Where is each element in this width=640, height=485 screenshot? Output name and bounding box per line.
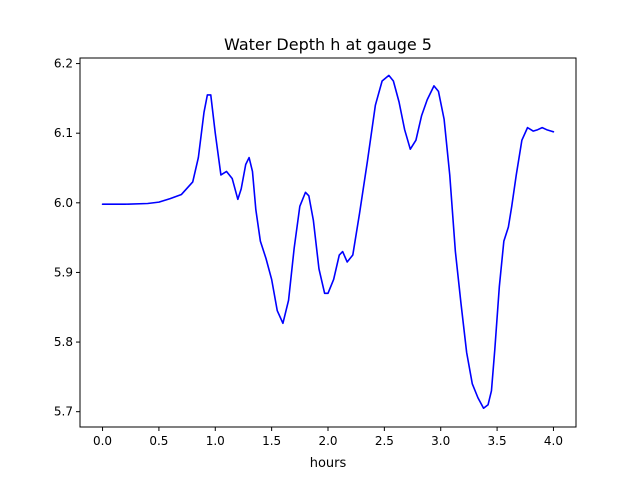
- series-line-0: [101, 74, 555, 410]
- x-tick-label: 0.5: [149, 434, 168, 448]
- y-tick-label: 6.0: [54, 196, 73, 210]
- y-tick-label: 6.1: [54, 126, 73, 140]
- x-tick-label: 0.0: [93, 434, 112, 448]
- x-tick-label: 3.0: [431, 434, 450, 448]
- axes-frame: [79, 57, 577, 428]
- x-tick-label: 1.5: [262, 434, 281, 448]
- x-tick-label: 2.5: [375, 434, 394, 448]
- x-axis: 0.0 0.5 1.0 1.5 2.0 2.5 3.0 3.5 4.0: [93, 427, 563, 448]
- x-tick-label: 2.0: [318, 434, 337, 448]
- y-tick-label: 6.2: [54, 57, 73, 71]
- x-tick-label: 1.0: [206, 434, 225, 448]
- y-tick-label: 5.9: [54, 265, 73, 279]
- y-tick-label: 5.8: [54, 335, 73, 349]
- plot-area: [79, 57, 577, 428]
- chart-title: Water Depth h at gauge 5: [224, 35, 432, 54]
- x-tick-label: 3.5: [488, 434, 507, 448]
- x-tick-label: 4.0: [544, 434, 563, 448]
- x-axis-label: hours: [310, 456, 347, 471]
- y-axis: 5.7 5.8 5.9 6.0 6.1 6.2: [54, 57, 80, 419]
- y-tick-label: 5.7: [54, 405, 73, 419]
